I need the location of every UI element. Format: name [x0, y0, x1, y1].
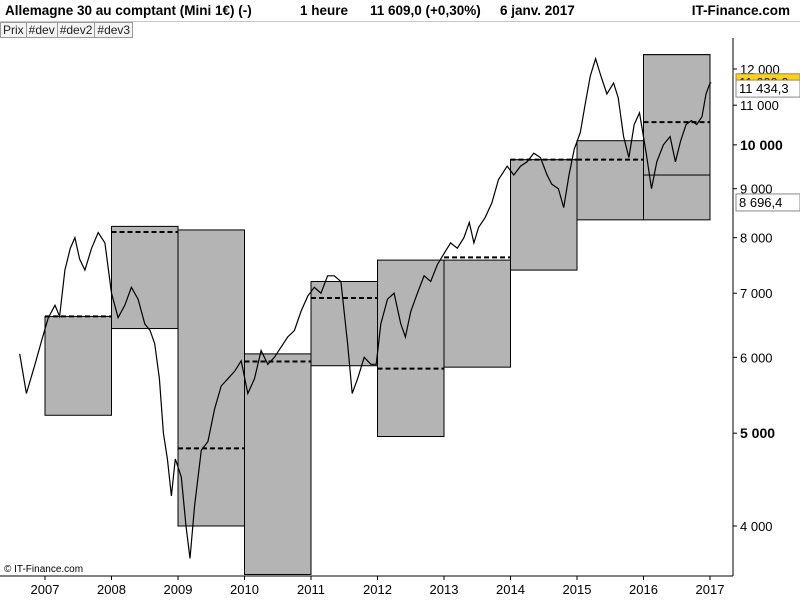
pivot-band [177, 229, 245, 527]
price-tag-label: 11 434,3 [739, 81, 789, 96]
y-tick-label: 7 000 [740, 286, 773, 301]
pivot-band [44, 315, 112, 416]
price-tag-label: 8 696,4 [739, 195, 782, 210]
x-tick-label: 2007 [31, 582, 60, 597]
last-price-change: 11 609,0 (+0,30%) [370, 3, 481, 18]
chart-header: Allemagne 30 au comptant (Mini 1€) (-) 1… [0, 0, 800, 22]
pivot-band [377, 259, 445, 438]
x-tick-label: 2009 [164, 582, 193, 597]
pivot-band [244, 353, 312, 575]
y-tick-label: 11 000 [740, 98, 779, 113]
x-tick-label: 2016 [629, 582, 658, 597]
brand-label: IT-Finance.com [691, 3, 790, 18]
price-series-layer [19, 56, 712, 559]
pivot-bands-layer [44, 54, 711, 575]
y-tick-label: 6 000 [740, 350, 773, 365]
y-tick-label: 9 000 [740, 182, 773, 197]
x-tick-label: 2014 [496, 582, 525, 597]
axes-layer: 4 000 5 000 6 000 7 000 8 000 9 000 10 000 11 0… [0, 38, 800, 597]
copyright-label: © IT-Finance.com [4, 564, 83, 575]
date-label: 6 janv. 2017 [500, 3, 575, 18]
x-tick-label: 2008 [97, 582, 126, 597]
y-tick-label: 4 000 [740, 519, 773, 534]
y-tick-label: 8 000 [740, 231, 773, 246]
pivot-band [111, 225, 179, 330]
pivot-band [576, 140, 644, 221]
indicator-tabs: Prix #dev #dev2 #dev3 [0, 22, 134, 38]
pivot-band [443, 259, 511, 368]
y-tick-label: 5 000 [740, 425, 775, 441]
tab-dev3[interactable]: #dev3 [94, 22, 134, 38]
timeframe-label: 1 heure [300, 3, 349, 18]
tab-dev[interactable]: #dev [25, 22, 58, 38]
y-tick-label: 12 000 [740, 62, 780, 77]
y-tick-label: 10 000 [740, 137, 783, 153]
x-tick-label: 2017 [696, 582, 725, 597]
x-tick-label: 2011 [297, 582, 325, 597]
x-tick-label: 2015 [563, 582, 592, 597]
x-tick-label: 2010 [230, 582, 259, 597]
x-tick-label: 2012 [363, 582, 392, 597]
x-tick-label: 2013 [430, 582, 459, 597]
pivot-band [310, 280, 378, 367]
price-tag [735, 193, 800, 212]
price-line [19, 56, 712, 559]
pivot-band [510, 159, 578, 271]
instrument-name: Allemagne 30 au comptant (Mini 1€) (-) [5, 3, 252, 18]
price-tag [735, 79, 800, 98]
